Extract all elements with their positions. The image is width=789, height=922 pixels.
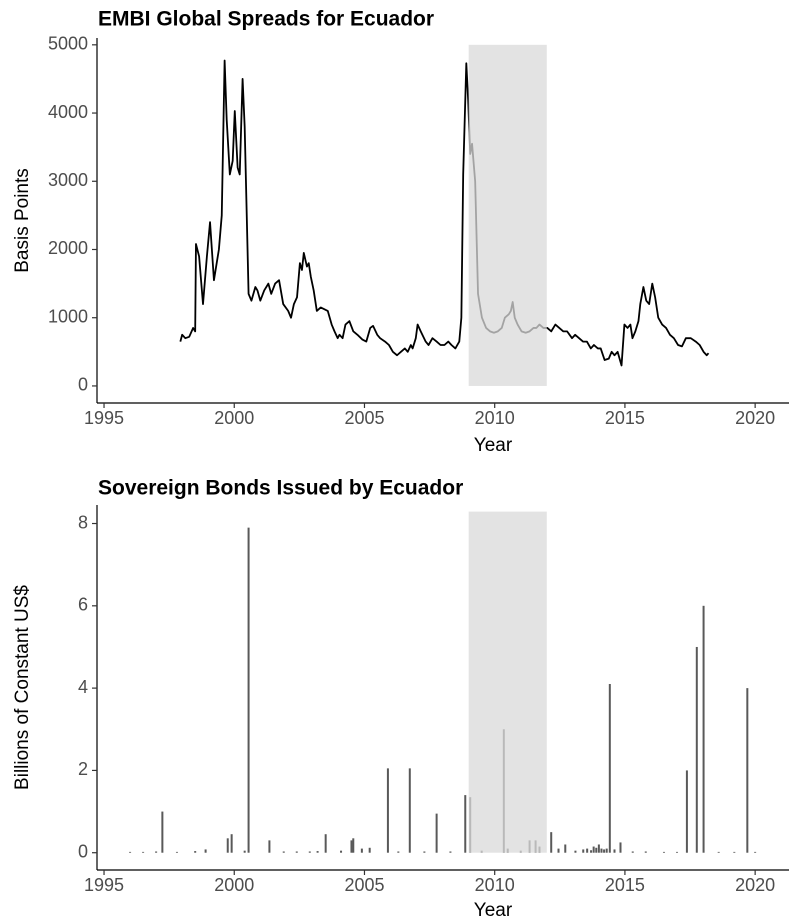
x-tick-label: 1995 [84, 875, 124, 895]
bar [702, 605, 705, 853]
bar [243, 850, 246, 853]
shaded-region [468, 44, 547, 386]
x-tick-label: 2020 [735, 408, 775, 428]
y-tick-label: 2 [78, 759, 88, 779]
bar [574, 850, 577, 853]
bar [350, 840, 353, 853]
y-tick-label: 6 [78, 595, 88, 615]
x-tick-label: 1995 [84, 408, 124, 428]
x-tick-label: 2015 [605, 875, 645, 895]
bar [644, 851, 647, 853]
bar [230, 834, 233, 853]
bar [603, 849, 606, 853]
bar [316, 851, 319, 853]
bar [226, 838, 229, 853]
y-axis-title: Billions of Constant US$ [12, 585, 33, 790]
bar [175, 851, 178, 853]
bar [449, 851, 452, 853]
x-tick-label: 2010 [475, 408, 515, 428]
data-line [179, 59, 710, 367]
bar [423, 851, 426, 853]
y-tick-label: 3000 [48, 170, 88, 190]
bar [386, 768, 389, 853]
bar [605, 848, 608, 853]
x-tick-label: 2005 [344, 408, 384, 428]
x-axis-title: Year [474, 435, 513, 456]
bar [595, 847, 598, 853]
bar [194, 851, 197, 853]
x-tick-label: 2000 [214, 875, 254, 895]
bar [397, 851, 400, 853]
bar [155, 851, 158, 853]
bar [631, 851, 634, 853]
y-tick-label: 8 [78, 512, 88, 532]
bar [754, 851, 757, 853]
y-tick-label: 0 [78, 841, 88, 861]
bar [685, 770, 688, 853]
bar [408, 768, 411, 853]
bar [695, 646, 698, 853]
y-tick-label: 1000 [48, 306, 88, 326]
bar [550, 832, 553, 853]
bar [340, 850, 343, 853]
bar [613, 849, 616, 853]
bar [161, 811, 164, 853]
bar [360, 848, 363, 853]
y-tick-label: 4000 [48, 102, 88, 122]
bar [586, 848, 589, 853]
chart-title: EMBI Global Spreads for Ecuador [98, 8, 434, 31]
bar [564, 844, 567, 853]
bar [557, 848, 560, 853]
bar [247, 527, 250, 853]
bar [600, 848, 603, 853]
bar [619, 842, 622, 853]
y-axis-title: Basis Points [12, 168, 33, 273]
bar [324, 834, 327, 853]
shaded-region [468, 511, 547, 853]
bar [733, 851, 736, 853]
bar [308, 851, 311, 853]
bar [129, 851, 132, 853]
x-tick-label: 2020 [735, 875, 775, 895]
bar [204, 849, 207, 853]
bar [435, 813, 438, 853]
bar [368, 847, 371, 853]
x-axis-title: Year [474, 900, 513, 921]
y-tick-label: 2000 [48, 238, 88, 258]
bar [662, 851, 665, 853]
bar [717, 851, 720, 853]
x-tick-label: 2010 [475, 875, 515, 895]
bar [352, 838, 355, 853]
bar [597, 844, 600, 853]
x-tick-label: 2000 [214, 408, 254, 428]
bar [582, 849, 585, 853]
bar [676, 851, 679, 853]
x-tick-label: 2015 [605, 408, 645, 428]
bar [142, 851, 145, 853]
y-tick-label: 4 [78, 677, 88, 697]
bar [464, 795, 467, 853]
bar [746, 688, 749, 853]
bar [608, 684, 611, 853]
x-tick-label: 2005 [344, 875, 384, 895]
y-tick-label: 5000 [48, 34, 88, 54]
bar [295, 851, 298, 853]
bar [592, 846, 595, 853]
chart-title: Sovereign Bonds Issued by Ecuador [98, 477, 463, 500]
bar [590, 850, 593, 853]
bar [268, 840, 271, 853]
y-tick-label: 0 [78, 375, 88, 395]
bar [282, 851, 285, 853]
